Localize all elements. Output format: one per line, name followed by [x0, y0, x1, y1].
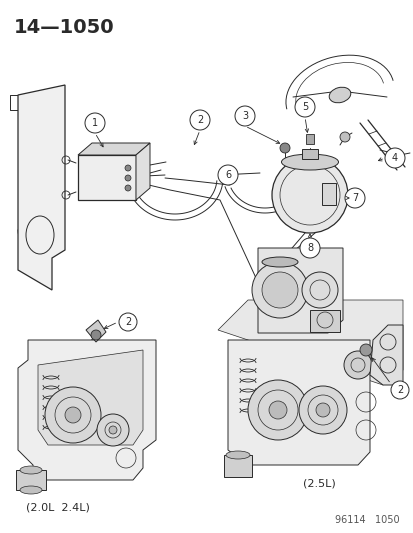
Ellipse shape	[20, 486, 42, 494]
Polygon shape	[18, 85, 65, 290]
Polygon shape	[86, 320, 106, 342]
Bar	[321, 183, 335, 205]
Circle shape	[247, 380, 307, 440]
Text: 8: 8	[306, 243, 312, 253]
Bar	[305, 134, 313, 144]
Circle shape	[125, 175, 131, 181]
Text: 1: 1	[92, 118, 98, 128]
Ellipse shape	[328, 87, 350, 103]
Polygon shape	[228, 340, 369, 465]
Circle shape	[301, 272, 337, 308]
Circle shape	[85, 113, 105, 133]
Circle shape	[344, 188, 364, 208]
Circle shape	[279, 143, 289, 153]
Circle shape	[218, 165, 237, 185]
Text: (2.5L): (2.5L)	[302, 478, 335, 488]
Text: 3: 3	[241, 111, 247, 121]
Text: (2.0L  2.4L): (2.0L 2.4L)	[26, 503, 90, 513]
Circle shape	[91, 330, 101, 340]
Bar	[301, 149, 317, 159]
Text: 5: 5	[301, 102, 307, 112]
Polygon shape	[257, 248, 342, 333]
Circle shape	[384, 148, 404, 168]
Bar	[309, 310, 339, 332]
Polygon shape	[218, 300, 402, 385]
Circle shape	[125, 165, 131, 171]
Circle shape	[125, 185, 131, 191]
Ellipse shape	[281, 154, 338, 170]
Circle shape	[235, 106, 254, 126]
Text: 14—1050: 14—1050	[14, 18, 114, 37]
Text: 4: 4	[391, 153, 397, 163]
Bar	[16, 470, 46, 490]
Text: 7: 7	[351, 193, 357, 203]
Circle shape	[65, 407, 81, 423]
Circle shape	[109, 426, 117, 434]
Circle shape	[315, 403, 329, 417]
Circle shape	[190, 110, 209, 130]
Polygon shape	[136, 143, 150, 200]
Ellipse shape	[261, 257, 297, 267]
Circle shape	[298, 386, 346, 434]
Circle shape	[359, 344, 371, 356]
Circle shape	[294, 97, 314, 117]
Circle shape	[271, 157, 347, 233]
Bar	[223, 455, 252, 477]
Circle shape	[45, 387, 101, 443]
Circle shape	[261, 272, 297, 308]
Polygon shape	[369, 325, 402, 385]
Circle shape	[343, 351, 371, 379]
Text: 2: 2	[125, 317, 131, 327]
Circle shape	[299, 238, 319, 258]
Text: 2: 2	[396, 385, 402, 395]
Text: 2: 2	[197, 115, 203, 125]
Polygon shape	[78, 143, 150, 155]
Ellipse shape	[20, 466, 42, 474]
Bar	[78, 155, 136, 200]
Text: 6: 6	[224, 170, 230, 180]
Circle shape	[339, 132, 349, 142]
Circle shape	[252, 262, 307, 318]
Circle shape	[268, 401, 286, 419]
Circle shape	[119, 313, 137, 331]
Ellipse shape	[225, 451, 249, 459]
Circle shape	[97, 414, 129, 446]
Polygon shape	[18, 340, 156, 480]
Circle shape	[390, 381, 408, 399]
Text: 96114   1050: 96114 1050	[335, 515, 399, 525]
Polygon shape	[38, 350, 142, 445]
